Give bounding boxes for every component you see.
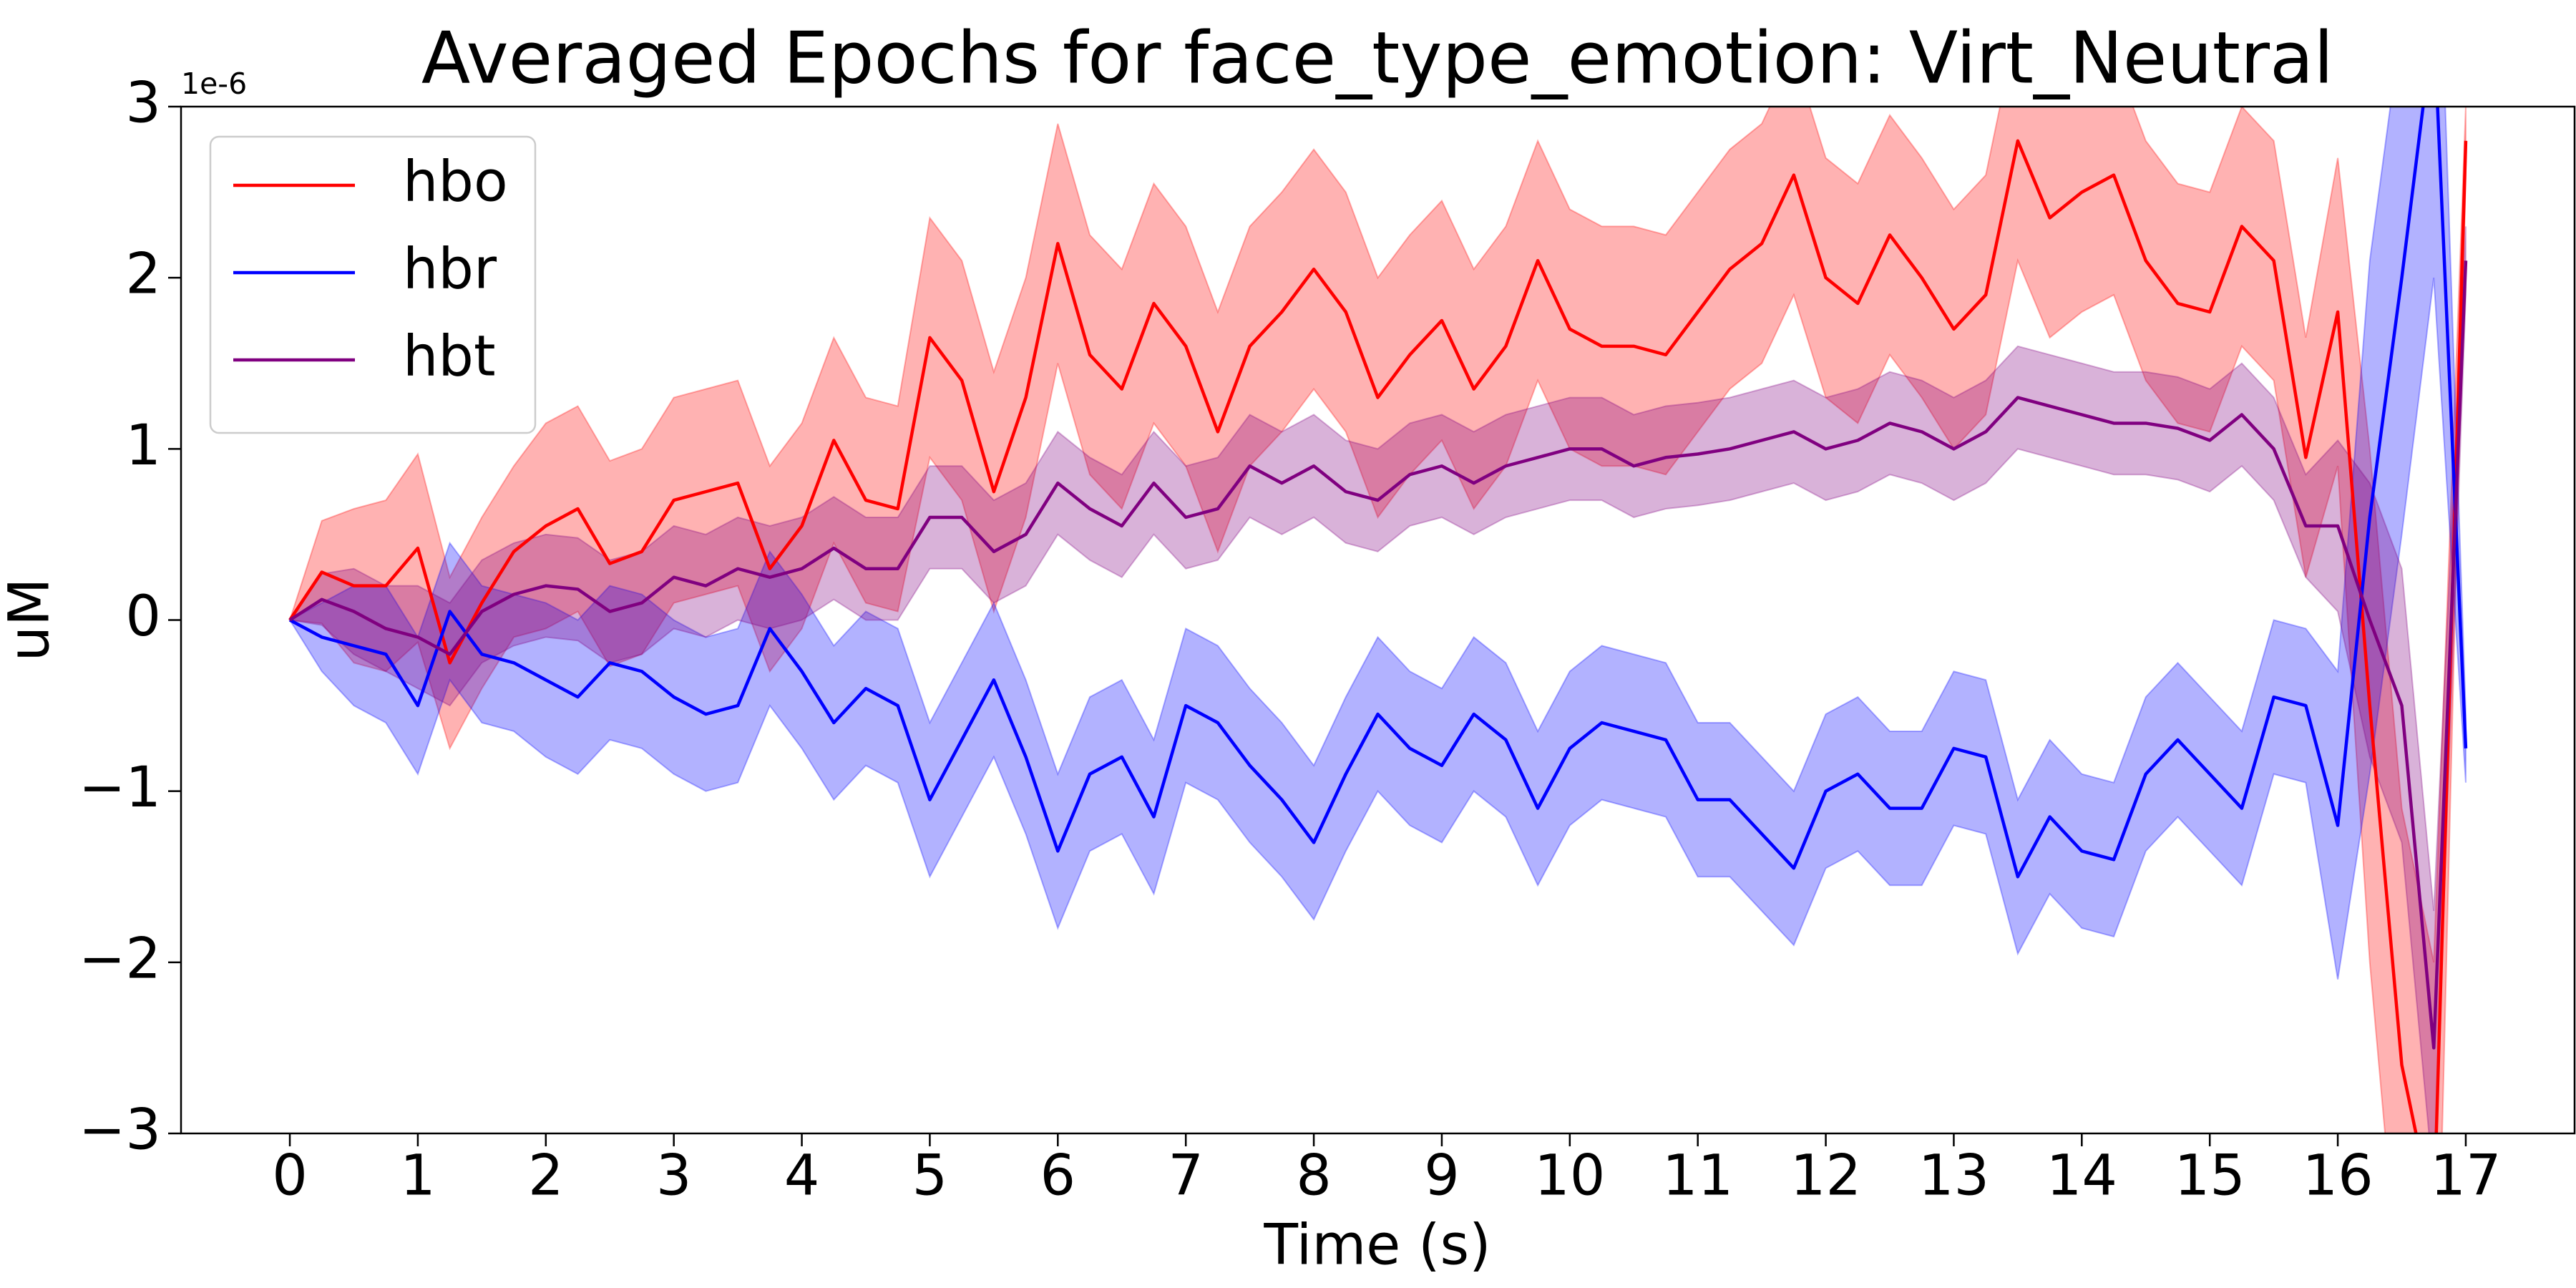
y-tick-label: 3 [125, 71, 161, 135]
x-tick-label: 13 [1918, 1143, 1989, 1208]
series-line [288, 260, 2468, 1050]
series-line [288, 139, 2468, 1133]
y-tick-label: 0 [125, 585, 161, 649]
y-offset-label: 1e-6 [181, 67, 247, 101]
y-tick-label: −1 [79, 756, 161, 820]
x-axis-label: Time (s) [1263, 1213, 1491, 1277]
y-tick-label: −3 [79, 1098, 161, 1162]
x-tick-label: 7 [1168, 1143, 1204, 1208]
legend-label: hbt [403, 324, 496, 389]
x-tick-label: 0 [272, 1143, 308, 1208]
legend: hbo hbr hbt [209, 135, 537, 434]
y-tick-label: 2 [125, 243, 161, 307]
y-tick-label: 1 [125, 414, 161, 478]
x-tick-label: 9 [1424, 1143, 1460, 1208]
legend-label: hbo [403, 150, 508, 214]
x-tick-label: 4 [784, 1143, 820, 1208]
x-tick-label: 16 [2302, 1143, 2373, 1208]
x-tick-label: 14 [2046, 1143, 2117, 1208]
plot-area [288, 107, 2468, 1133]
x-tick-label: 6 [1040, 1143, 1075, 1208]
legend-label: hbr [403, 237, 497, 301]
x-tick-label: 10 [1534, 1143, 1605, 1208]
x-tick-label: 5 [912, 1143, 948, 1208]
series-line [288, 107, 2468, 879]
y-tick-label: −2 [79, 927, 161, 991]
x-tick-label: 11 [1662, 1143, 1733, 1208]
y-axis-label: uM [0, 578, 62, 662]
x-tick-label: 1 [400, 1143, 436, 1208]
chart-title: Averaged Epochs for face_type_emotion: V… [421, 16, 2333, 99]
x-tick-label: 12 [1790, 1143, 1861, 1208]
x-tick-label: 8 [1296, 1143, 1332, 1208]
x-tick-label: 15 [2175, 1143, 2245, 1208]
x-tick-label: 2 [528, 1143, 564, 1208]
x-tick-label: 17 [2430, 1143, 2501, 1208]
x-tick-label: 3 [656, 1143, 692, 1208]
